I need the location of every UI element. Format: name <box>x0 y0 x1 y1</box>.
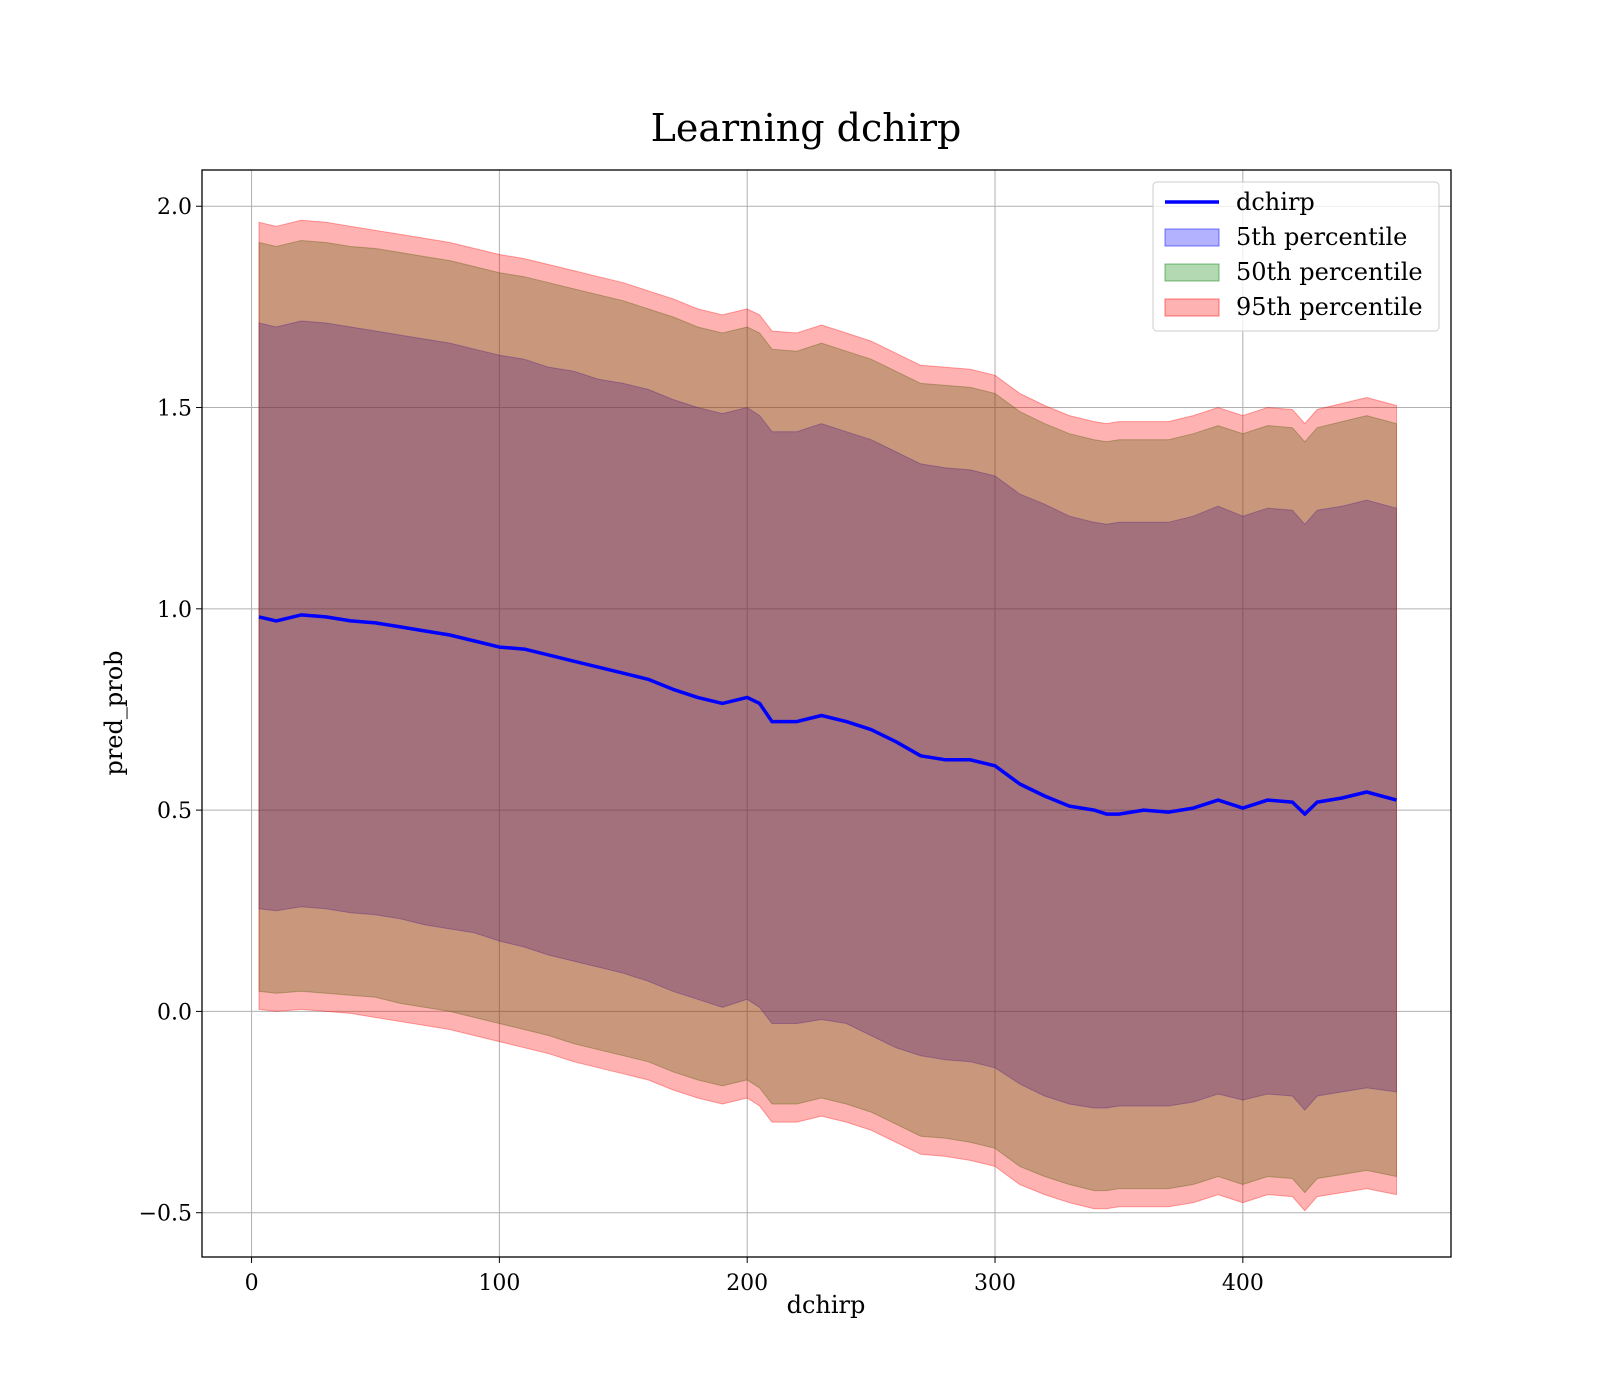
y-tick-label: 1.5 <box>157 397 192 422</box>
legend-label: dchirp <box>1236 188 1315 216</box>
grid-lines <box>202 170 1451 1257</box>
line-dchirp <box>258 613 1397 816</box>
y-tick-label: 2.0 <box>157 195 192 220</box>
x-tick-label: 100 <box>478 1271 520 1296</box>
x-tick-label: 300 <box>974 1271 1016 1296</box>
x-tick-label: 400 <box>1222 1271 1264 1296</box>
legend-box <box>1152 181 1440 332</box>
x-tick-label: 0 <box>245 1271 259 1296</box>
legend-label: 95th percentile <box>1236 293 1423 321</box>
y-axis-label: pred_prob <box>100 650 128 775</box>
x-axis-label: dchirp <box>787 1291 866 1319</box>
legend-swatch-patch <box>1164 298 1220 317</box>
legend-label: 50th percentile <box>1236 258 1423 286</box>
y-tick-label: 0.5 <box>157 799 192 824</box>
series-lines <box>258 613 1397 816</box>
axis-ticks: 0 100 200 300 400 −0.5 0.0 0.5 1.0 1.5 2.0 <box>139 195 1264 1296</box>
legend-label: 5th percentile <box>1236 223 1407 251</box>
legend: dchirp 5th percentile 50th percentile 95th … <box>1152 181 1440 332</box>
chart-title: Learning dchirp <box>651 106 962 150</box>
x-tick-label: 200 <box>726 1271 768 1296</box>
legend-swatch-patch <box>1164 263 1220 282</box>
plot-frame <box>201 169 1452 1258</box>
y-tick-label: −0.5 <box>139 1202 192 1227</box>
legend-swatch-patch <box>1164 228 1220 247</box>
legend-entries: dchirp 5th percentile 50th percentile 95th … <box>1164 188 1423 321</box>
y-tick-label: 0.0 <box>157 1000 192 1025</box>
y-tick-label: 1.0 <box>157 598 192 623</box>
